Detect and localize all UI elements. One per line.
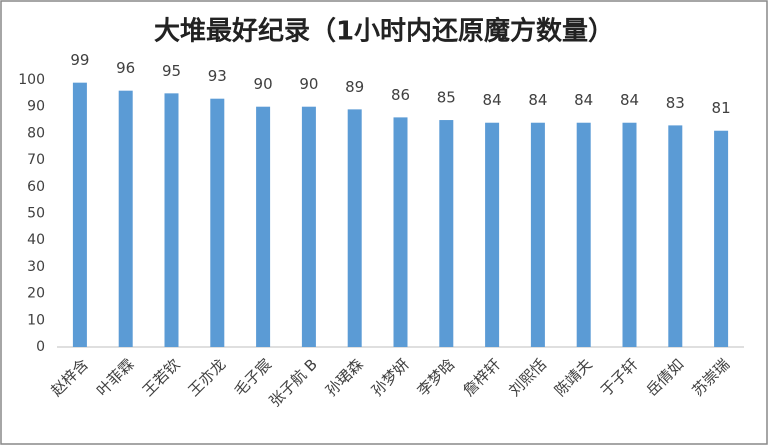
y-tick-label: 100 (18, 72, 45, 88)
bar (347, 109, 362, 348)
data-label: 84 (483, 91, 502, 109)
y-tick-label: 10 (27, 312, 45, 328)
bar (439, 120, 454, 347)
y-tick-label: 90 (27, 99, 45, 115)
bar (576, 122, 591, 347)
y-tick-label: 60 (27, 179, 45, 195)
y-tick-label: 30 (27, 259, 45, 275)
bar (622, 122, 637, 347)
data-label: 84 (528, 91, 547, 109)
bar (530, 122, 545, 347)
data-label: 95 (162, 62, 181, 80)
data-label: 83 (666, 94, 685, 112)
data-label: 81 (712, 99, 731, 117)
data-label: 99 (70, 51, 89, 69)
data-label: 96 (116, 59, 135, 77)
bar (256, 106, 271, 347)
bar (301, 106, 316, 347)
bar (72, 82, 87, 348)
bar (668, 125, 683, 347)
bar (210, 98, 225, 347)
y-tick-label: 70 (27, 152, 45, 168)
y-tick-label: 0 (36, 339, 45, 355)
data-label: 90 (299, 75, 318, 93)
data-label: 84 (620, 91, 639, 109)
y-tick-label: 40 (27, 232, 45, 248)
data-label: 90 (254, 75, 273, 93)
y-tick-label: 80 (27, 125, 45, 141)
data-label: 85 (437, 89, 456, 107)
bar (393, 117, 408, 347)
y-tick-label: 20 (27, 286, 45, 302)
bar (118, 90, 133, 348)
data-label: 84 (574, 91, 593, 109)
chart-title: 大堆最好纪录（1小时内还原魔方数量） (154, 16, 614, 47)
bar (485, 122, 500, 347)
y-tick-label: 50 (27, 206, 45, 222)
bar (164, 93, 179, 347)
data-label: 86 (391, 86, 410, 104)
data-label: 89 (345, 78, 364, 96)
data-label: 93 (208, 67, 227, 85)
bar (714, 130, 729, 347)
